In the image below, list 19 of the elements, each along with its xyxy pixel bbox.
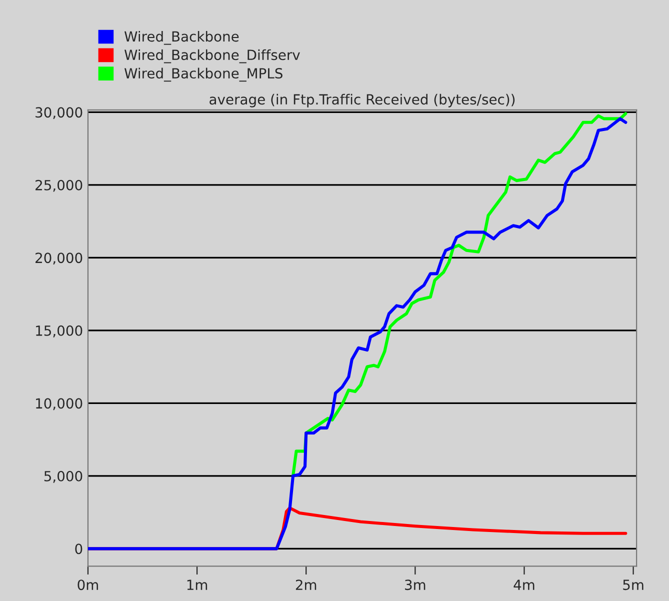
x-tick-label: 5m: [623, 580, 644, 590]
y-tick-label: 25,000: [36, 180, 82, 192]
y-tick-label: 30,000: [36, 107, 82, 120]
legend-label: Wired_Backbone_MPLS: [124, 68, 282, 82]
x-tick-label: 1m: [187, 580, 208, 590]
x-tick-label: 4m: [514, 580, 534, 590]
x-tick-label: 3m: [405, 580, 426, 590]
legend-label: Wired_Backbone: [124, 30, 239, 45]
legend-label: Wired_Backbone_Diffserv: [124, 49, 300, 64]
line-series: [88, 117, 628, 550]
x-tick-label: 2m: [296, 580, 316, 590]
y-tick-label: 10,000: [36, 398, 82, 410]
x-tick-label: 0m: [78, 580, 98, 590]
line-series: [291, 112, 628, 478]
y-tick-label: 5,000: [44, 470, 82, 483]
y-tick-label: 20,000: [36, 252, 82, 265]
chart-title: average (in Ftp.Traffic Received (bytes/sec)): [210, 94, 515, 108]
y-tick-label: 15,000: [36, 325, 82, 338]
y-tick-label: 0: [75, 544, 82, 554]
